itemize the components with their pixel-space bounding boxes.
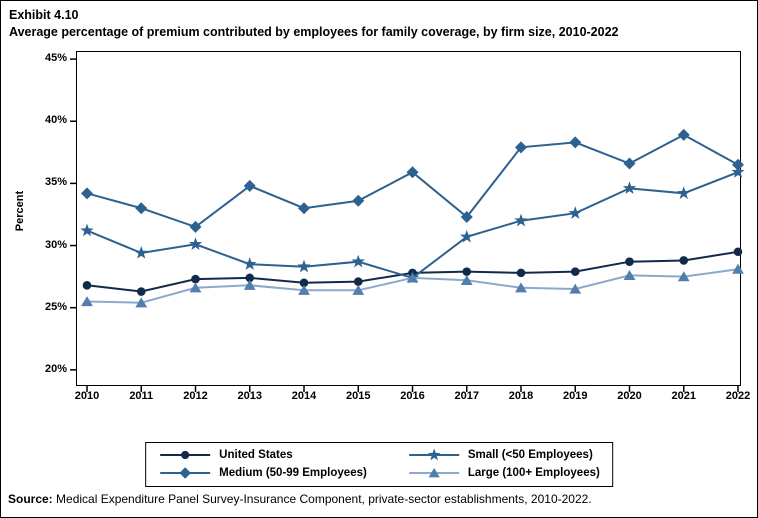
x-tick-label: 2018	[508, 390, 534, 402]
data-point-diamond	[732, 158, 744, 171]
x-tick-label: 2020	[617, 390, 642, 402]
data-point-circle	[136, 287, 146, 296]
data-point-diamond	[515, 141, 527, 154]
data-point-diamond	[81, 187, 93, 200]
chart-title: Exhibit 4.10 Average percentage of premi…	[9, 7, 619, 41]
data-point-star	[460, 229, 474, 243]
legend-label: United States	[219, 449, 293, 461]
data-point-star	[677, 186, 691, 199]
data-point-triangle	[135, 297, 148, 308]
data-point-triangle	[243, 279, 256, 290]
data-point-triangle	[81, 296, 93, 307]
exhibit-number: Exhibit 4.10	[9, 8, 79, 22]
data-point-triangle	[298, 284, 310, 295]
x-tick-label: 2014	[291, 390, 317, 402]
data-point-diamond	[189, 220, 202, 233]
data-point-circle	[299, 278, 309, 288]
chart-title-text: Average percentage of premium contribute…	[9, 25, 619, 39]
y-tick-label: 25%	[44, 300, 67, 313]
data-point-circle	[625, 257, 634, 266]
legend-item: Small (<50 Employees)	[407, 447, 600, 463]
x-tick-label: 2010	[74, 390, 100, 402]
data-point-circle	[191, 274, 200, 284]
data-point-triangle	[569, 283, 582, 294]
data-point-diamond	[623, 157, 636, 170]
legend-label: Medium (50-99 Employees)	[219, 467, 367, 479]
data-point-triangle	[732, 263, 744, 274]
data-point-diamond	[406, 166, 419, 179]
x-tick-label: 2022	[725, 390, 751, 402]
series-line-diamond	[86, 133, 739, 229]
data-point-diamond	[352, 194, 365, 207]
data-point-circle	[462, 267, 472, 276]
y-tick-label: 20%	[44, 362, 67, 375]
data-point-triangle	[352, 284, 365, 295]
x-tick-label: 2021	[671, 390, 696, 402]
data-point-circle	[245, 273, 255, 283]
data-point-star	[622, 181, 637, 195]
plot-frame	[76, 51, 741, 386]
legend-item: Large (100+ Employees)	[407, 465, 600, 481]
legend-item: United States	[158, 447, 367, 463]
data-point-circle	[570, 267, 580, 276]
source-label: Source:	[8, 492, 53, 506]
data-point-circle	[82, 281, 92, 290]
y-tick-label: 30%	[44, 238, 67, 251]
data-point-star	[351, 254, 365, 268]
data-point-circle	[733, 247, 743, 257]
legend-label: Large (100+ Employees)	[467, 467, 600, 479]
x-tick-label: 2011	[129, 390, 154, 402]
legend-marker-circle-icon	[160, 450, 211, 460]
data-point-star	[731, 165, 745, 178]
x-tick-label: 2015	[346, 390, 371, 402]
data-point-star	[568, 206, 582, 219]
legend-label: Small (<50 Employees)	[467, 449, 593, 461]
y-axis-tick-labels: 20% 25% 30% 35% 40% 45%	[1, 51, 67, 386]
data-point-diamond	[243, 179, 256, 192]
x-tick-label: 2012	[183, 390, 208, 402]
data-point-star	[243, 257, 257, 270]
data-point-diamond	[460, 210, 473, 223]
data-point-star	[188, 237, 203, 250]
y-tick-label: 45%	[44, 52, 67, 65]
line-chart-plot-area	[70, 51, 745, 392]
legend-marker-diamond-icon	[160, 467, 211, 479]
data-point-circle	[516, 268, 526, 278]
x-tick-label: 2013	[237, 390, 262, 402]
data-point-diamond	[135, 202, 148, 215]
y-tick-label: 40%	[44, 114, 67, 127]
data-point-star	[514, 213, 528, 227]
x-tick-label: 2017	[454, 390, 479, 402]
legend-marker-triangle-icon	[408, 467, 459, 478]
data-point-triangle	[677, 271, 690, 282]
chart-legend: United States Medium (50-99 Employees) Sma…	[145, 442, 613, 487]
source-text: Medical Expenditure Panel Survey-Insuran…	[52, 492, 592, 506]
legend-item: Medium (50-99 Employees)	[158, 465, 367, 481]
data-point-star	[297, 259, 311, 273]
y-tick-label: 35%	[44, 176, 67, 189]
data-point-triangle	[189, 282, 202, 293]
data-point-diamond	[298, 202, 310, 215]
data-point-triangle	[406, 272, 419, 283]
data-point-triangle	[460, 274, 473, 285]
data-point-star	[134, 245, 148, 259]
data-point-star	[80, 223, 94, 237]
data-point-diamond	[569, 136, 582, 149]
data-point-diamond	[677, 128, 690, 141]
legend-marker-star-icon	[408, 448, 459, 461]
data-point-circle	[353, 277, 363, 286]
x-tick-label: 2016	[400, 390, 425, 402]
data-point-triangle	[623, 269, 636, 280]
source-note: Source: Medical Expenditure Panel Survey…	[8, 492, 592, 506]
data-point-circle	[679, 256, 689, 265]
x-axis-tick-labels: 2010 2011 2012 2013 2014 2015 2016 2017 2018 2019…	[75, 390, 750, 406]
data-point-triangle	[515, 282, 527, 293]
x-tick-label: 2019	[563, 390, 588, 402]
